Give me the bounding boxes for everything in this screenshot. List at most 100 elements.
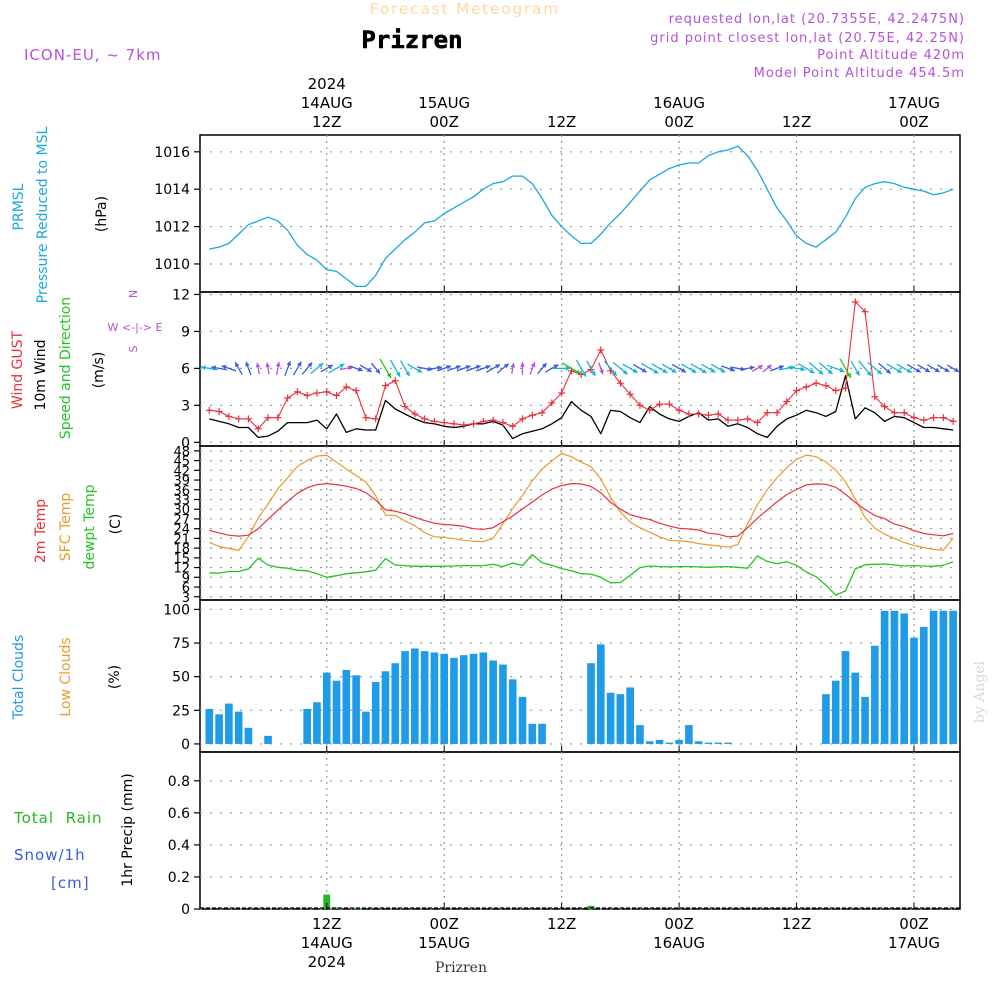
wind-direction-arrowhead (255, 362, 261, 368)
wind-direction-arrowhead (339, 363, 345, 369)
bottom-time-label: 00Z (430, 915, 459, 933)
cloud-bar (587, 663, 595, 744)
clouds-unit: (%) (107, 665, 123, 689)
wind-direction-arrowhead (455, 365, 461, 370)
wind-direction-arrowhead (599, 369, 604, 375)
wind-direction-arrowhead (201, 365, 206, 371)
bottom-time-label: 14AUG (301, 934, 353, 952)
pressure-tick-label: 1014 (154, 182, 190, 198)
wind-direction-arrowhead (691, 368, 697, 373)
total-rain-label: Total Rain (13, 809, 103, 827)
wind-direction-arrowhead (437, 365, 442, 371)
wind-direction-arrowhead (520, 362, 525, 367)
cloud-bar (685, 725, 693, 744)
wind-direction-arrowhead (915, 368, 921, 373)
cloud-bar (469, 653, 478, 744)
credit-watermark: by Angel (972, 660, 988, 723)
cloud-bar (939, 610, 948, 744)
cloud-bar (655, 739, 664, 744)
cloud-bar (440, 653, 449, 744)
model-point-altitude: Model Point Altitude 454.5m (754, 66, 965, 81)
wind-direction-arrowhead (357, 366, 363, 372)
cloud-bar (420, 651, 429, 744)
rain-bar (333, 907, 340, 909)
pressure-ylabels: PRMSL Pressure Reduced to MSL (hPa) (11, 126, 110, 303)
precip-tick-label: 0.4 (168, 838, 190, 854)
cloud-bar (244, 727, 253, 744)
temp-tick-label: 39 (173, 474, 190, 489)
wind-panel: 0 3 6 9 12 (172, 287, 961, 451)
cloud-bar (264, 735, 272, 744)
temp-unit: (C) (108, 514, 124, 535)
wind-tick-label: 3 (181, 398, 190, 414)
snow-label: Snow/1h (14, 846, 86, 864)
cloud-bar (225, 703, 233, 744)
wind-direction-arrowhead (553, 364, 559, 369)
wind-direction-arrowhead (265, 362, 271, 368)
cloud-bar (528, 723, 537, 744)
top-time-label: 00Z (430, 113, 459, 131)
wind-direction-arrowhead (581, 371, 586, 377)
wind-tick-label: 12 (172, 287, 190, 303)
top-time-label: 2024 (308, 75, 346, 93)
wind-direction-arrowhead (405, 371, 410, 377)
top-time-label: 14AUG (301, 94, 353, 112)
top-time-label: 12Z (782, 113, 811, 131)
top-time-label: 16AUG (653, 94, 705, 112)
cloud-bar (900, 613, 909, 744)
bottom-time-label: 2024 (308, 953, 346, 971)
precip-panel: 0 0.2 0.4 0.6 0.8 (168, 751, 961, 918)
pressure-panel-frame (199, 134, 961, 293)
wind-direction-arrowhead (485, 365, 491, 370)
bottom-time-label: 12Z (547, 915, 576, 933)
wind-direction-arrowhead (530, 362, 536, 368)
wind-direction-arrowhead (446, 365, 452, 370)
cloud-bar (861, 696, 869, 744)
wind-direction-arrowhead (934, 367, 940, 372)
footer-station: Prizren (435, 960, 487, 976)
wind-direction-arrowhead (575, 369, 581, 374)
cloud-bar (508, 679, 517, 744)
cloud-bar (411, 648, 419, 744)
rain-bar (352, 908, 360, 910)
wind-direction-arrowhead (710, 368, 716, 373)
wind-direction-arrowhead (641, 368, 647, 373)
cloud-bar (851, 672, 860, 744)
pressure-line (209, 145, 954, 288)
cloud-bar (704, 742, 713, 744)
cloud-bar (479, 652, 488, 744)
top-time-label: 12Z (312, 113, 341, 131)
cloud-bar (518, 696, 527, 744)
cloud-bar (381, 671, 390, 744)
wind-direction-arrowhead (417, 368, 423, 373)
cloud-bar (391, 663, 400, 744)
point-altitude: Point Altitude 420m (817, 48, 965, 63)
cloud-bar (949, 610, 957, 744)
temp-tick-label: 30 (173, 503, 190, 518)
bottom-time-label: 00Z (664, 915, 693, 933)
temp-tick-label: 21 (173, 532, 190, 547)
precip-ylabels: Total Rain Snow/1h [cm] 1hr Precip (mm) (13, 773, 136, 892)
wind-direction-arrowhead (565, 365, 571, 371)
temp-tick-label: 42 (173, 464, 190, 479)
cloud-bar (910, 637, 918, 744)
pressure-tick-label: 1010 (154, 257, 190, 273)
station-title: Prizren (361, 26, 462, 54)
rain-bar (323, 894, 331, 909)
cloud-bar (489, 660, 497, 744)
temperature-ylabels: 2m Temp SFC Temp dewpt Temp (C) (33, 484, 124, 569)
wind-tick-label: 9 (181, 324, 190, 340)
compass-north: N (127, 290, 140, 298)
cloud-bar (665, 742, 674, 744)
bottom-time-label: 12Z (312, 915, 341, 933)
pressure-panel: 1010 1012 1014 1016 (154, 134, 961, 293)
wind-tick-label: 0 (181, 435, 190, 451)
cloud-bar (234, 711, 243, 744)
wind-10m-line (209, 375, 954, 440)
cloud-bar (215, 714, 223, 744)
wind-direction-arrowhead (286, 361, 292, 366)
clouds-panel: 0 25 50 75 100 (163, 599, 961, 753)
cloud-bar (841, 651, 850, 744)
top-time-label: 00Z (899, 113, 928, 131)
